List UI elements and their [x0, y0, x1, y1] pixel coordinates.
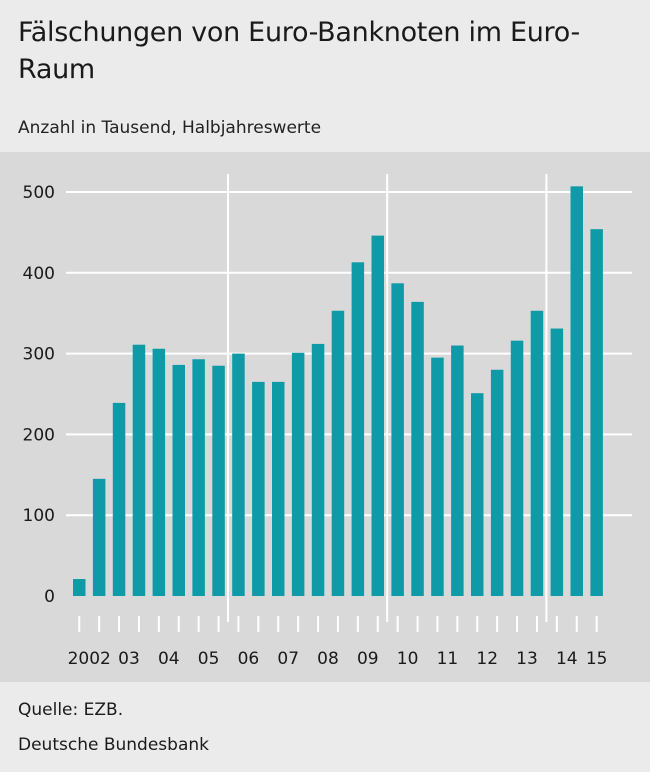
bar — [391, 283, 404, 596]
bar — [112, 402, 126, 596]
bar — [351, 262, 365, 596]
bar — [152, 348, 166, 596]
x-tick-label: 07 — [277, 649, 299, 669]
x-tick-label: 12 — [476, 649, 498, 669]
y-tick-label: 100 — [23, 506, 55, 526]
bar — [73, 579, 86, 596]
y-tick-label: 200 — [23, 425, 55, 445]
bar — [530, 310, 544, 596]
credit-note: Deutsche Bundesbank — [18, 735, 209, 755]
bar — [92, 478, 106, 596]
x-tick-label: 06 — [238, 649, 260, 669]
y-tick-label: 300 — [23, 345, 55, 365]
y-tick-label: 500 — [23, 183, 55, 203]
x-tick-label: 08 — [317, 649, 339, 669]
bar — [411, 301, 424, 596]
bar — [371, 235, 384, 596]
y-axis-ticks: 0 100 200 300 400 500 — [23, 183, 55, 607]
bar — [431, 357, 444, 596]
chart-subtitle: Anzahl in Tausend, Halbjahreswerte — [18, 118, 322, 138]
bar — [331, 310, 345, 596]
y-tick-label: 0 — [44, 587, 55, 607]
x-tick-label: 09 — [357, 649, 379, 669]
x-axis-ticks: 2002 03 04 05 06 07 08 09 10 11 12 13 14 15 — [68, 616, 608, 669]
bar — [490, 369, 504, 596]
x-tick-label: 04 — [158, 649, 180, 669]
bar — [212, 365, 225, 596]
bar-chart: 0 100 200 300 400 500 2002 03 04 05 06 07 08 09 10 11 1… — [23, 174, 632, 669]
x-tick-label: 2002 — [68, 649, 111, 669]
bars — [73, 186, 603, 596]
y-tick-label: 400 — [23, 264, 55, 284]
bar — [272, 381, 285, 596]
bar — [192, 359, 205, 596]
bar — [291, 352, 305, 596]
bar — [510, 340, 524, 596]
x-tick-label: 13 — [516, 649, 538, 669]
chart-title: Fälschungen von Euro-Banknoten im Euro-R… — [18, 17, 580, 85]
bar — [232, 353, 245, 596]
bar — [550, 328, 564, 596]
x-tick-label: 10 — [397, 649, 419, 669]
x-tick-label: 05 — [198, 649, 220, 669]
x-tick-label: 03 — [118, 649, 140, 669]
bar — [570, 186, 583, 596]
bar — [132, 344, 146, 596]
bar — [252, 381, 265, 596]
bar — [311, 343, 325, 596]
x-tick-label: 14 — [556, 649, 578, 669]
x-tick-label: 11 — [437, 649, 459, 669]
bar — [471, 393, 484, 596]
source-note: Quelle: EZB. — [18, 700, 124, 720]
bar — [590, 229, 603, 596]
x-tick-label: 15 — [586, 649, 608, 669]
bar — [172, 364, 185, 596]
year-separators — [227, 174, 548, 622]
bar — [451, 345, 464, 596]
